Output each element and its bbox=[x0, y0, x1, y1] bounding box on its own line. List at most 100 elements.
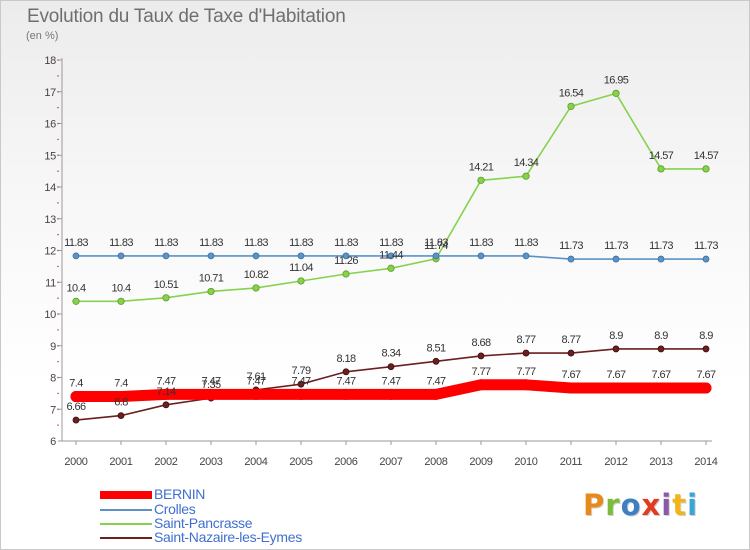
data-label-crolles: 11.83 bbox=[244, 237, 268, 249]
data-point-saint-nazaire bbox=[567, 349, 575, 357]
data-point-bernin bbox=[205, 388, 217, 400]
data-label-saint-nazaire: 7.79 bbox=[291, 365, 310, 377]
data-label-bernin: 7.4 bbox=[69, 378, 83, 390]
data-label-bernin: 7.67 bbox=[651, 369, 670, 381]
y-tick-label: 10 bbox=[44, 309, 56, 321]
y-tick-label: 17 bbox=[44, 87, 56, 99]
data-label-bernin: 7.47 bbox=[246, 375, 265, 387]
data-label-bernin: 7.47 bbox=[156, 375, 175, 387]
data-label-crolles: 11.73 bbox=[559, 240, 583, 252]
data-label-bernin: 7.77 bbox=[471, 366, 490, 378]
data-label-crolles: 11.73 bbox=[604, 240, 628, 252]
data-point-bernin bbox=[385, 388, 397, 400]
data-label-crolles: 11.83 bbox=[424, 237, 448, 249]
y-minor-dot bbox=[57, 360, 59, 363]
y-minor-dot bbox=[57, 329, 59, 331]
legend-item-saint-nazaire: Saint-Nazaire-les-Eymes bbox=[100, 529, 400, 545]
data-label-bernin: 7.67 bbox=[606, 369, 625, 381]
data-point-saint-pancrasse bbox=[477, 176, 485, 184]
x-tick-label: 2009 bbox=[469, 456, 492, 468]
x-tick-label: 2014 bbox=[694, 456, 717, 468]
data-label-bernin: 7.4 bbox=[114, 378, 128, 390]
legend-label: BERNIN bbox=[154, 486, 206, 502]
data-point-saint-pancrasse bbox=[252, 284, 260, 292]
data-point-bernin bbox=[295, 388, 307, 400]
y-minor-dot bbox=[57, 106, 59, 109]
legend-swatch-saint-nazaire bbox=[100, 537, 152, 539]
data-point-saint-pancrasse bbox=[702, 165, 710, 173]
logo-letter: P bbox=[583, 488, 606, 522]
data-point-crolles bbox=[477, 252, 485, 260]
data-point-bernin bbox=[340, 388, 352, 400]
legend-item-saint-pancrasse: Saint-Pancrasse bbox=[100, 515, 400, 531]
proxiti-logo: Proxiti bbox=[583, 488, 698, 522]
x-tick-label: 2013 bbox=[649, 456, 672, 468]
data-label-saint-pancrasse: 16.95 bbox=[604, 74, 629, 86]
data-label-saint-nazaire: 7.35 bbox=[201, 379, 220, 391]
data-label-saint-nazaire: 8.51 bbox=[426, 342, 445, 354]
data-label-saint-pancrasse: 11.44 bbox=[379, 249, 403, 261]
data-point-saint-nazaire bbox=[117, 412, 125, 420]
y-minor-dot bbox=[57, 408, 59, 411]
data-point-saint-pancrasse bbox=[612, 89, 620, 97]
y-tick-label: 16 bbox=[44, 119, 56, 131]
data-point-bernin bbox=[430, 388, 442, 400]
x-tick-label: 2008 bbox=[424, 456, 447, 468]
data-label-bernin: 7.47 bbox=[201, 375, 220, 387]
logo-letter: i bbox=[687, 488, 699, 522]
data-label-saint-pancrasse: 11.74 bbox=[424, 240, 448, 252]
y-minor-dot bbox=[57, 186, 59, 188]
data-label-bernin: 7.47 bbox=[291, 375, 310, 387]
legend-swatch-saint-pancrasse bbox=[100, 523, 152, 525]
data-point-bernin bbox=[475, 379, 487, 391]
legend-label: Saint-Nazaire-les-Eymes bbox=[154, 529, 302, 545]
data-point-crolles bbox=[612, 255, 620, 263]
y-tick-label: 14 bbox=[44, 182, 56, 194]
y-minor-dot bbox=[57, 376, 59, 379]
data-point-crolles bbox=[522, 252, 530, 260]
data-label-bernin: 7.47 bbox=[336, 375, 355, 387]
y-minor-dot bbox=[57, 138, 59, 141]
data-label-saint-nazaire: 7.61 bbox=[246, 371, 265, 383]
data-label-crolles: 11.83 bbox=[64, 237, 88, 249]
data-point-crolles bbox=[657, 255, 665, 263]
data-point-bernin bbox=[520, 379, 532, 391]
data-point-bernin bbox=[655, 382, 667, 394]
data-label-crolles: 11.83 bbox=[379, 237, 403, 249]
data-point-saint-nazaire bbox=[162, 401, 170, 409]
data-point-saint-nazaire bbox=[387, 363, 395, 371]
data-label-saint-nazaire: 8.68 bbox=[471, 337, 490, 349]
data-label-saint-nazaire: 8.77 bbox=[516, 334, 535, 346]
data-point-bernin bbox=[610, 382, 622, 394]
x-tick-label: 2004 bbox=[244, 456, 267, 468]
data-label-saint-nazaire: 7.14 bbox=[156, 386, 175, 398]
data-label-saint-nazaire: 8.9 bbox=[609, 330, 623, 342]
y-minor-dot bbox=[57, 281, 59, 284]
data-point-saint-pancrasse bbox=[117, 297, 125, 305]
data-label-crolles: 11.83 bbox=[154, 237, 178, 249]
logo-letter: i bbox=[661, 488, 673, 522]
x-tick-label: 2001 bbox=[109, 456, 132, 468]
data-label-saint-nazaire: 8.77 bbox=[561, 334, 580, 346]
data-point-crolles bbox=[432, 252, 440, 260]
y-minor-dot bbox=[57, 265, 59, 268]
chart-title: Evolution du Taux de Taxe d'Habitation bbox=[27, 6, 346, 27]
y-minor-dot bbox=[57, 59, 59, 61]
x-tick-label: 2005 bbox=[289, 456, 312, 468]
data-label-saint-pancrasse: 10.51 bbox=[154, 279, 179, 291]
y-tick-label: 11 bbox=[45, 277, 56, 289]
data-point-bernin bbox=[70, 391, 82, 403]
legend-item-bernin: BERNIN bbox=[100, 486, 400, 502]
data-point-crolles bbox=[297, 252, 305, 260]
data-label-saint-pancrasse: 14.57 bbox=[694, 150, 719, 162]
data-label-saint-nazaire: 8.9 bbox=[654, 330, 668, 342]
data-point-crolles bbox=[72, 252, 80, 260]
y-tick-label: 6 bbox=[50, 436, 56, 448]
data-point-saint-nazaire bbox=[297, 380, 305, 388]
y-minor-dot bbox=[57, 249, 59, 252]
y-minor-dot bbox=[57, 90, 59, 93]
data-point-saint-pancrasse bbox=[657, 165, 665, 173]
x-tick-label: 2002 bbox=[154, 456, 177, 468]
